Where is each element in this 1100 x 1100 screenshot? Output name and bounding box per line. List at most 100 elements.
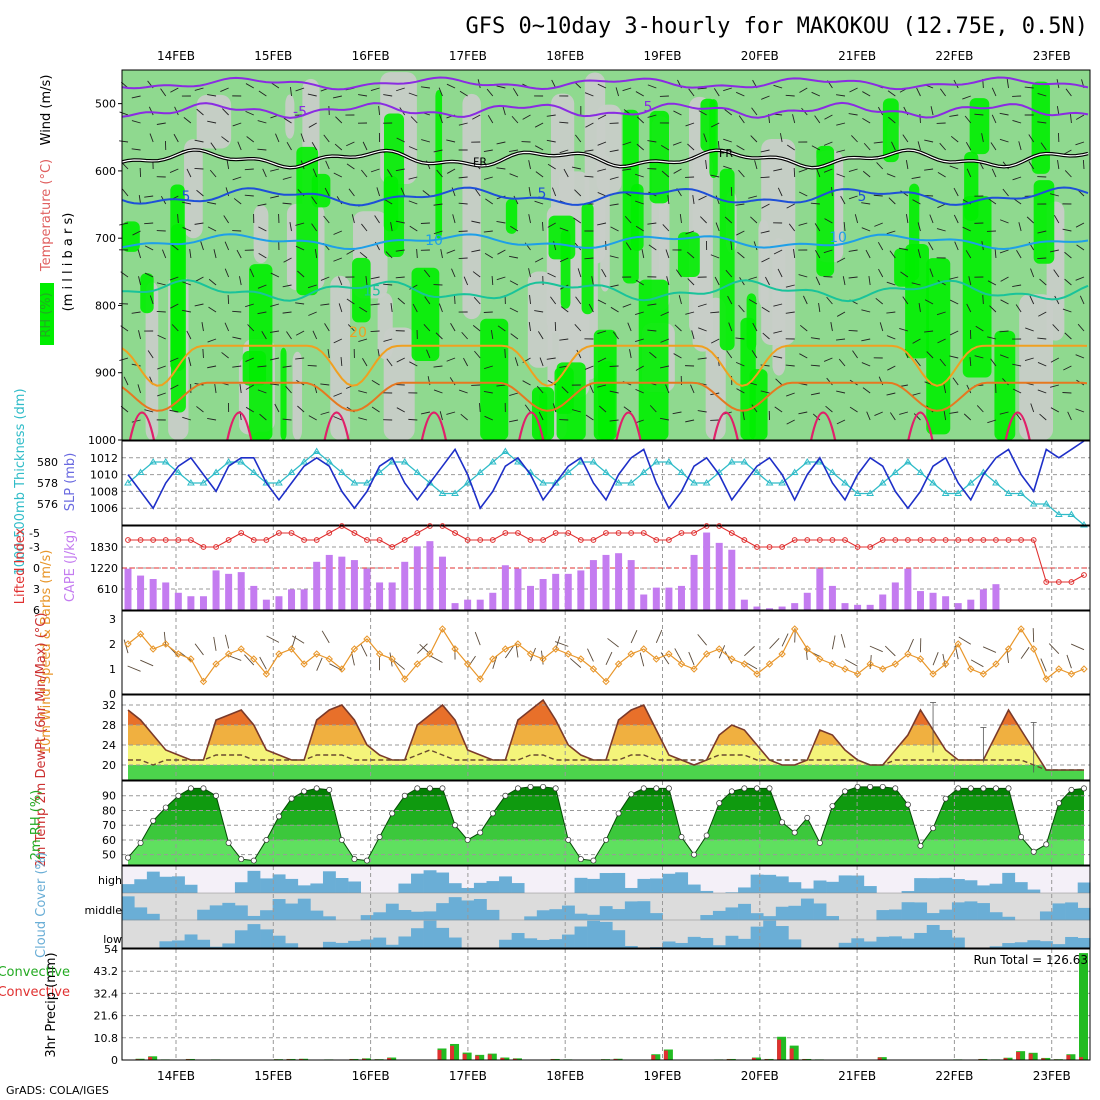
rh-point <box>137 839 144 846</box>
cloud-cell <box>889 936 902 948</box>
wind-barb <box>1075 114 1085 120</box>
wind-barb <box>952 377 959 386</box>
contour-label: 10 <box>829 230 847 246</box>
wind10-barb <box>607 638 619 648</box>
cape-bar <box>552 573 560 610</box>
cloud-cell <box>712 945 726 948</box>
wind-barb <box>286 331 292 340</box>
wind-barb <box>245 384 255 390</box>
wind10-point <box>816 655 824 663</box>
precip-total-bar <box>663 1049 673 1060</box>
precip-conv-bar <box>387 1057 392 1060</box>
wind-barb <box>386 169 393 178</box>
wind-barb <box>259 413 267 421</box>
wind-barb <box>991 87 997 97</box>
li-point <box>993 537 999 543</box>
cloud-cell <box>725 935 739 948</box>
wind-barb <box>730 241 733 251</box>
wind-barb <box>609 365 619 367</box>
millibars-label: (m i l l i b a r s) <box>61 213 76 312</box>
wind10-point <box>564 650 572 658</box>
thickness-point <box>778 479 786 486</box>
wind-barb <box>868 276 871 286</box>
cloud-cell <box>1077 907 1091 921</box>
thickness-point <box>337 468 346 475</box>
isotherm-30 <box>810 411 837 441</box>
wind-barb <box>119 140 129 143</box>
wind-barb <box>738 169 745 178</box>
precip-total-bar <box>299 1058 309 1060</box>
wind-barb <box>572 409 581 413</box>
wind-barb <box>1039 413 1047 421</box>
wind-barb <box>861 309 871 313</box>
wind-barb <box>182 281 192 286</box>
wind-barb <box>742 411 745 421</box>
rh-moist-patch <box>296 146 319 296</box>
wind10-barb <box>970 659 984 668</box>
wind10-point <box>250 655 258 663</box>
rh-moist-patch <box>709 99 718 178</box>
rh-point <box>464 836 471 843</box>
li-line <box>128 525 1085 583</box>
thickness-point <box>212 468 220 475</box>
wind-barb <box>786 203 795 209</box>
wind-barb <box>346 163 355 170</box>
li-point <box>150 537 157 543</box>
wind-barb <box>999 219 1009 224</box>
wind10-point <box>287 645 296 653</box>
wind-barb <box>660 338 670 343</box>
wind-barb <box>131 148 141 151</box>
wind10-barb <box>942 653 947 668</box>
wind10-barb <box>845 659 858 667</box>
rh-moist-patch <box>994 330 1016 440</box>
wind-barb <box>848 195 858 200</box>
wind-barb <box>969 356 972 367</box>
wind10-barb <box>123 639 129 654</box>
precip-tick-label: 32.4 <box>94 987 119 1000</box>
wind-barb <box>861 338 871 342</box>
thickness-point <box>639 468 648 475</box>
wind-barb <box>512 88 519 97</box>
rh-point <box>942 795 949 802</box>
wind-barb <box>878 268 884 278</box>
rh-moist-patch <box>531 387 555 440</box>
wind-barb <box>965 250 972 259</box>
cloud-cell <box>1039 941 1053 948</box>
wind-barb <box>224 268 230 278</box>
cape-bar <box>854 604 862 610</box>
wind-barb <box>649 351 657 359</box>
wind-barb <box>949 276 959 280</box>
wind-barb <box>710 122 720 128</box>
cloud-cell <box>977 903 990 921</box>
wind-barb <box>186 330 192 340</box>
wind-barb <box>622 87 632 92</box>
wind-barb <box>966 168 972 178</box>
wind-barb <box>257 365 267 368</box>
wind-barb <box>823 357 833 362</box>
cape-bar <box>489 592 497 610</box>
rh-point <box>125 854 131 861</box>
cloud-cell <box>473 882 487 893</box>
wind-barb <box>597 168 607 172</box>
wind-barb <box>269 330 280 333</box>
wind-barb <box>522 114 531 120</box>
wind10-point <box>489 655 497 663</box>
date-label-top: 22FEB <box>935 49 973 63</box>
cloud-cell <box>725 907 739 921</box>
wind-barb <box>408 418 418 421</box>
wind10-point <box>1080 665 1088 673</box>
wind-barb <box>1037 389 1047 394</box>
wind-barb <box>446 249 456 254</box>
cape-bar <box>564 573 572 610</box>
wind-barb <box>917 141 921 151</box>
wind-barb <box>257 284 267 289</box>
wind-barb <box>715 222 720 232</box>
wind-barb <box>171 244 179 251</box>
wind-barb <box>575 134 582 143</box>
wind-barb <box>552 187 557 197</box>
temp-bands <box>128 700 1084 780</box>
cloud-cell <box>1052 903 1066 921</box>
wind-barb <box>312 330 318 340</box>
wind-barb <box>1050 357 1060 363</box>
wind-barb <box>383 338 393 342</box>
